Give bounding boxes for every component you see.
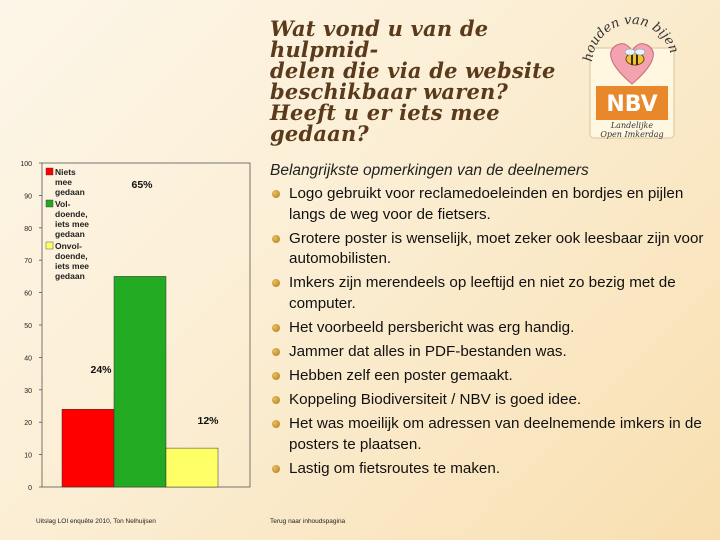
legend-swatch-3	[45, 241, 54, 250]
remark-text: Hebben zelf een poster gemaakt.	[289, 366, 513, 384]
bar-2	[113, 276, 167, 488]
legend-swatch-2	[45, 199, 54, 208]
legend-label: iets mee	[55, 219, 89, 229]
legend-label: doende,	[55, 251, 88, 261]
bullet-icon	[272, 420, 280, 429]
legend-label: doende,	[55, 209, 88, 219]
y-tick-label: 0	[28, 485, 32, 492]
remark-text: Grotere poster is wenselijk, moet zeker …	[289, 229, 704, 268]
bar-3	[165, 447, 219, 488]
remark-item: Jammer dat alles in PDF-bestanden was.	[272, 342, 712, 363]
remark-item: Lastig om fietsroutes te maken.	[272, 459, 712, 480]
logo-line1: Landelijke	[610, 121, 654, 130]
legend-label: gedaan	[55, 271, 85, 281]
bar-data-label: 65%	[131, 179, 153, 191]
y-tick-label: 20	[24, 420, 32, 427]
legend-label: gedaan	[55, 229, 85, 239]
remark-text: Logo gebruikt voor reclamedoeleinden en …	[289, 185, 684, 223]
legend-label: Vol-	[55, 199, 71, 209]
bar-chart: 010203040506070809010024%65%12%Nietsmeeg…	[20, 161, 251, 492]
legend-label: iets mee	[55, 261, 89, 271]
remark-text: Het was moeilijk om adressen van deelnem…	[289, 415, 702, 453]
remark-text: Koppeling Biodiversiteit / NBV is goed i…	[289, 391, 582, 409]
y-tick-label: 70	[24, 258, 32, 265]
back-to-contents-link[interactable]: Terug naar inhoudspagina	[270, 518, 346, 525]
remark-item: Koppeling Biodiversiteit / NBV is goed i…	[272, 390, 712, 411]
bullet-icon	[272, 464, 280, 473]
bullet-icon	[272, 279, 280, 288]
remark-item: Imkers zijn merendeels op leeftijd en ni…	[272, 273, 712, 314]
bullet-icon	[272, 323, 280, 332]
legend-swatch-1	[45, 167, 54, 176]
y-tick-label: 90	[24, 193, 32, 200]
legend-label: mee	[55, 177, 72, 187]
remark-text: Lastig om fietsroutes te maken.	[289, 459, 501, 477]
y-tick-label: 50	[24, 323, 32, 330]
remark-item: Logo gebruikt voor reclamedoeleinden en …	[272, 184, 712, 225]
y-tick-label: 40	[24, 355, 32, 362]
bullet-icon	[272, 190, 280, 198]
remarks-list: Logo gebruikt voor reclamedoeleinden en …	[272, 184, 712, 483]
remark-text: Jammer dat alles in PDF-bestanden was.	[289, 342, 567, 360]
footer-source: Uitslag LOI enquête 2010, Ton Nelhuijsen	[36, 518, 156, 525]
legend-label: gedaan	[55, 187, 85, 197]
logo-brand: NBV	[606, 92, 657, 117]
y-tick-label: 100	[20, 161, 32, 168]
bar-data-label: 24%	[90, 364, 112, 376]
remark-item: Hebben zelf een poster gemaakt.	[272, 366, 712, 387]
legend-label: Onvol-	[55, 241, 82, 251]
remarks-heading: Belangrijkste opmerkingen van de deelnem…	[270, 162, 589, 179]
legend-label: Niets	[55, 167, 76, 177]
bullet-icon	[272, 396, 280, 405]
remark-text: Imkers zijn merendeels op leeftijd en ni…	[289, 274, 676, 312]
y-tick-label: 60	[24, 291, 32, 298]
bar-1	[61, 408, 115, 488]
bullet-icon	[272, 371, 280, 380]
remark-item: Grotere poster is wenselijk, moet zeker …	[272, 229, 712, 270]
logo-line2: Open Imkerdag	[600, 130, 663, 139]
y-tick-label: 30	[24, 388, 32, 395]
bullet-icon	[272, 234, 280, 243]
bar-data-label: 12%	[197, 415, 219, 427]
slide-title: Wat vond u van de hulpmid- delen die via…	[270, 16, 556, 146]
bullet-icon	[272, 347, 280, 356]
y-tick-label: 80	[24, 226, 32, 233]
remark-item: Het was moeilijk om adressen van deelnem…	[272, 414, 712, 455]
remark-text: Het voorbeeld persbericht was erg handig…	[289, 318, 575, 336]
nbv-logo: houden van bijen NBV Landelijke Open Imk…	[582, 13, 681, 139]
y-tick-label: 10	[24, 453, 32, 460]
remark-item: Het voorbeeld persbericht was erg handig…	[272, 318, 712, 339]
